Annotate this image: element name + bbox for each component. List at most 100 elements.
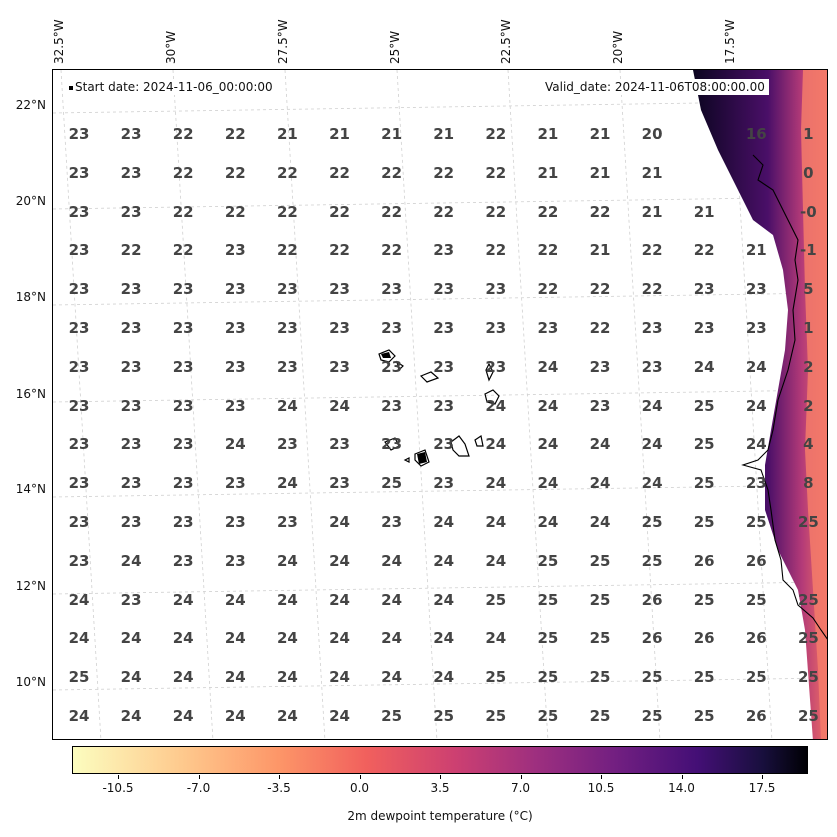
colorbar-tick <box>762 775 763 779</box>
colorbar-tick-label: 3.5 <box>430 781 450 795</box>
grid-value: 23 <box>120 357 142 376</box>
grid-value: 23 <box>120 280 142 299</box>
grid-value: 2 <box>803 357 814 376</box>
grid-value: 21 <box>589 163 611 182</box>
grid-value: 22 <box>589 319 611 337</box>
grid-value: 25 <box>693 590 715 609</box>
grid-value: 26 <box>745 707 767 725</box>
grid-value: 22 <box>329 241 350 260</box>
grid-value: 25 <box>537 629 559 648</box>
grid-value: 24 <box>537 357 559 376</box>
grid-value: 23 <box>172 551 194 570</box>
grid-value: 25 <box>797 629 819 648</box>
grid-value: 24 <box>433 551 455 570</box>
grid-value: 24 <box>68 707 90 725</box>
colorbar-tick <box>520 775 522 779</box>
grid-value: 23 <box>224 474 246 493</box>
latitude-label: 10°N <box>15 675 46 689</box>
grid-value: 22 <box>276 241 298 260</box>
grid-value: 25 <box>641 668 663 687</box>
coastline <box>741 154 827 640</box>
grid-value: 24 <box>485 396 507 415</box>
grid-value: 23 <box>120 202 142 221</box>
grid-value: 23 <box>68 435 90 454</box>
grid-value: 23 <box>329 357 350 376</box>
latitude-label: 16°N <box>15 387 46 401</box>
grid-value: 23 <box>68 357 90 376</box>
grid-value: 21 <box>693 202 715 221</box>
grid-value: 24 <box>537 435 559 454</box>
meridian-line <box>507 70 549 739</box>
grid-value: 23 <box>172 474 194 493</box>
grid-value: 24 <box>485 551 507 570</box>
grid-value: 24 <box>276 551 298 570</box>
grid-value: 24 <box>120 629 142 648</box>
grid-value: 23 <box>120 396 142 415</box>
grid-value: 24 <box>172 590 194 609</box>
latitude-label: 22°N <box>15 98 46 112</box>
grid-value: 23 <box>433 357 455 376</box>
grid-value: 20 <box>641 125 663 143</box>
grid-value: 24 <box>329 668 350 687</box>
colorbar-tick-label: 14.0 <box>668 781 695 795</box>
grid-value: 24 <box>641 474 663 493</box>
grid-value: 21 <box>537 125 559 143</box>
grid-value: 22 <box>172 241 194 260</box>
grid-value: 24 <box>433 513 455 531</box>
grid-value: 25 <box>641 513 663 531</box>
grid-value: 24 <box>589 474 611 493</box>
grid-value: 25 <box>641 707 663 725</box>
grid-value: 25 <box>693 474 715 493</box>
grid-value: 23 <box>224 513 246 531</box>
grid-value: 23 <box>433 396 455 415</box>
grid-value: 23 <box>329 435 350 454</box>
grid-value: 22 <box>537 202 559 221</box>
grid-value: 23 <box>329 280 350 299</box>
colorbar-tick-label: 10.5 <box>587 781 615 795</box>
grid-value: 23 <box>693 319 715 337</box>
grid-value: 25 <box>797 513 819 531</box>
longitude-label: 32.5°W <box>52 19 66 64</box>
grid-value: 24 <box>329 707 350 725</box>
grid-value: 24 <box>276 396 298 415</box>
grid-value: 22 <box>433 163 455 182</box>
grid-value: 25 <box>485 707 507 725</box>
colorbar-tick <box>440 775 441 779</box>
grid-value: 23 <box>120 163 142 182</box>
grid-value: 23 <box>172 435 194 454</box>
grid-value: 22 <box>329 163 350 182</box>
grid-value: 23 <box>381 513 403 531</box>
grid-value: 25 <box>537 590 559 609</box>
grid-value: 23 <box>745 319 767 337</box>
grid-value: 25 <box>745 668 767 687</box>
graticule-lines <box>53 70 827 739</box>
grid-value: 23 <box>68 125 90 143</box>
grid-value: 22 <box>485 163 507 182</box>
grid-value: 24 <box>120 668 142 687</box>
grid-value: 24 <box>745 357 767 376</box>
grid-value: 24 <box>485 513 507 531</box>
grid-value: 22 <box>224 202 246 221</box>
grid-value: 22 <box>329 202 350 221</box>
grid-value: 22 <box>172 125 194 143</box>
grid-value: 25 <box>693 668 715 687</box>
grid-value: 21 <box>381 125 403 143</box>
cape-verde-islands <box>378 349 500 467</box>
grid-value: 23 <box>68 513 90 531</box>
grid-value: 25 <box>589 707 611 725</box>
grid-value: 24 <box>433 590 455 609</box>
grid-value: 25 <box>537 707 559 725</box>
grid-value: 24 <box>172 668 194 687</box>
grid-value: 22 <box>224 163 246 182</box>
grid-value: 25 <box>745 513 767 531</box>
grid-value: 24 <box>381 551 403 570</box>
grid-value: 21 <box>329 125 350 143</box>
grid-value: 25 <box>797 707 819 725</box>
grid-value: 24 <box>329 590 350 609</box>
grid-value: 23 <box>276 513 298 531</box>
colorbar-tick-label: 0.0 <box>349 781 370 795</box>
start-date-label: Start date: 2024-11-06_00:00:00 <box>71 79 277 95</box>
grid-value: 24 <box>589 435 611 454</box>
grid-value: 23 <box>172 357 194 376</box>
meridian-line <box>284 70 326 739</box>
